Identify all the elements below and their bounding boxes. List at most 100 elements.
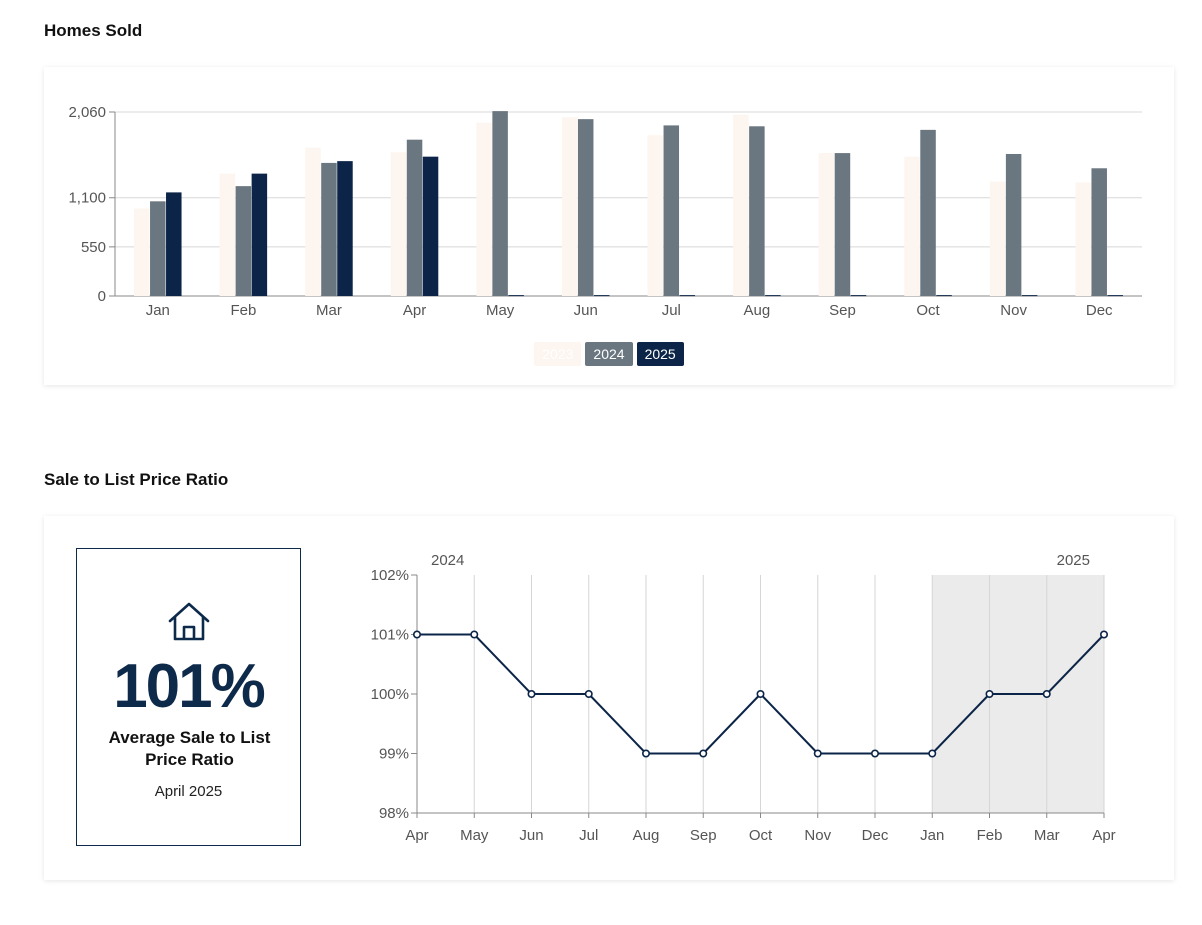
bar-2025-nov — [1021, 295, 1038, 297]
x-tick-label: Feb — [230, 302, 256, 319]
sale-ratio-title: Sale to List Price Ratio — [44, 470, 229, 489]
homes-sold-legend: 2023 2024 2025 — [44, 342, 1174, 366]
x-tick-label: May — [460, 827, 489, 844]
homes-sold-chart: 0 550 1,100 2,060 Jan Feb Mar Apr May Jun Jul Aug Se… — [68, 104, 1142, 319]
bar-2024-oct — [920, 129, 936, 296]
data-point-7 — [813, 749, 822, 758]
bar-2023-apr — [390, 152, 407, 296]
kpi-box: 101% Average Sale to List Price Ratio Ap… — [76, 548, 301, 846]
x-tick-label: Feb — [977, 827, 1003, 844]
bar-2024-sep — [834, 153, 851, 296]
bar-2023-nov — [989, 181, 1006, 296]
bar-2023-feb — [219, 173, 236, 296]
data-point-9 — [928, 749, 937, 758]
bar-2024-jul — [663, 125, 680, 296]
legend-item-2025[interactable]: 2025 — [636, 342, 684, 366]
bar-2025-feb — [251, 173, 268, 296]
x-tick-label: Oct — [916, 302, 940, 319]
legend-item-2023[interactable]: 2023 — [534, 342, 582, 366]
y-tick-label: 101% — [371, 627, 409, 644]
kpi-period: April 2025 — [154, 783, 223, 800]
x-tick-label: Sep — [690, 827, 717, 844]
data-point-12 — [1100, 630, 1109, 639]
bar-2025-oct — [936, 295, 952, 297]
x-tick-label: Oct — [749, 827, 773, 844]
y-tick-label: 0 — [98, 288, 106, 305]
bar-2024-apr — [406, 139, 423, 296]
y-tick-label: 98% — [379, 805, 409, 822]
bar-2024-jan — [150, 201, 166, 296]
bar-2023-aug — [733, 114, 749, 296]
bar-2023-jan — [134, 208, 150, 296]
sale-ratio-chart: Apr May Jun Jul Aug Sep Oct Nov Dec Jan Feb Mar Apr 9… — [371, 552, 1116, 844]
bar-2024-feb — [235, 186, 252, 296]
x-tick-label: Apr — [1092, 827, 1115, 844]
bar-2025-jul — [679, 295, 696, 297]
bar-2024-dec — [1091, 168, 1107, 296]
x-tick-label: Mar — [316, 302, 342, 319]
bar-2025-may — [508, 295, 524, 297]
homes-sold-title: Homes Sold — [44, 21, 143, 40]
data-point-2 — [527, 690, 536, 699]
x-tick-label: Dec — [862, 827, 889, 844]
bar-2025-sep — [850, 295, 867, 297]
bar-2025-aug — [765, 295, 781, 297]
bar-2025-dec — [1107, 295, 1123, 297]
x-tick-label: Mar — [1034, 827, 1060, 844]
y-tick-label: 550 — [81, 239, 106, 256]
data-point-8 — [870, 749, 879, 758]
x-tick-label: Aug — [744, 302, 771, 319]
x-tick-label: Apr — [405, 827, 428, 844]
house-icon — [166, 601, 212, 648]
data-point-3 — [584, 690, 593, 699]
bar-2023-jul — [647, 135, 664, 296]
x-tick-label: Jul — [579, 827, 598, 844]
bar-2024-nov — [1005, 153, 1022, 296]
data-point-0 — [412, 630, 421, 639]
data-point-11 — [1042, 690, 1051, 699]
bar-2024-may — [492, 111, 508, 296]
bar-2025-jan — [166, 192, 182, 296]
x-tick-label: Nov — [1000, 302, 1027, 319]
bar-2023-jun — [561, 117, 578, 296]
y-tick-label: 2,060 — [68, 104, 106, 121]
legend-item-2024[interactable]: 2024 — [585, 342, 633, 366]
x-tick-label: Jun — [519, 827, 543, 844]
bar-2023-mar — [305, 147, 321, 296]
data-point-4 — [641, 749, 650, 758]
bar-2023-oct — [904, 156, 920, 296]
x-tick-label: Jul — [662, 302, 681, 319]
bar-2025-mar — [337, 161, 353, 296]
y-tick-label: 102% — [371, 567, 409, 584]
bar-2023-dec — [1075, 182, 1091, 296]
year-label-start: 2024 — [431, 552, 464, 569]
x-tick-label: Dec — [1086, 302, 1113, 319]
bar-2025-apr — [422, 156, 439, 296]
x-tick-label: Aug — [633, 827, 660, 844]
data-point-10 — [985, 690, 994, 699]
x-tick-label: Sep — [829, 302, 856, 319]
x-tick-label: May — [486, 302, 515, 319]
y-tick-label: 1,100 — [68, 190, 106, 207]
data-point-1 — [470, 630, 479, 639]
bar-2024-mar — [321, 162, 337, 296]
bar-2025-jun — [593, 295, 610, 297]
y-tick-label: 100% — [371, 686, 409, 703]
homes-sold-card: 0 550 1,100 2,060 Jan Feb Mar Apr May Jun Jul Aug Se… — [44, 67, 1174, 385]
kpi-value: 101% — [113, 652, 266, 721]
kpi-label: Average Sale to List Price Ratio — [108, 728, 271, 769]
data-point-6 — [756, 690, 765, 699]
data-point-5 — [699, 749, 708, 758]
year-label-end: 2025 — [1057, 552, 1090, 569]
y-tick-label: 99% — [379, 746, 409, 763]
x-tick-label: Jan — [146, 302, 170, 319]
bar-2023-sep — [818, 153, 835, 296]
x-tick-label: Jan — [920, 827, 944, 844]
x-tick-label: Jun — [574, 302, 598, 319]
sale-ratio-card: 101% Average Sale to List Price Ratio Ap… — [44, 516, 1174, 880]
x-tick-label: Nov — [804, 827, 831, 844]
bar-2023-may — [476, 122, 492, 296]
x-tick-label: Apr — [403, 302, 426, 319]
bar-2024-aug — [749, 126, 765, 296]
bar-2024-jun — [577, 119, 594, 296]
